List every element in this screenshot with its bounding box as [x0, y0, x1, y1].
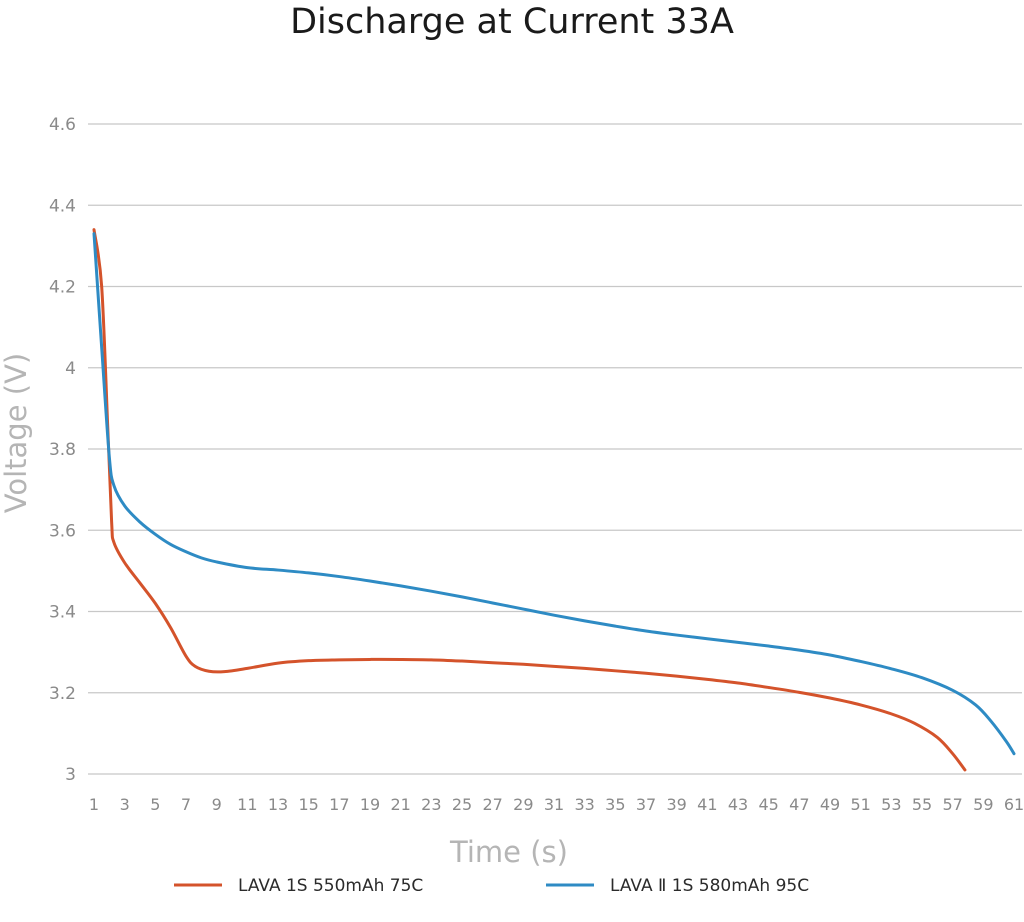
x-tick-label: 3	[120, 795, 130, 814]
x-tick-label: 25	[452, 795, 472, 814]
chart-title: Discharge at Current 33A	[290, 2, 734, 42]
x-tick-label: 31	[544, 795, 564, 814]
y-tick-label: 4	[65, 359, 76, 379]
x-tick-label: 61	[1004, 795, 1024, 814]
x-tick-label: 1	[89, 795, 99, 814]
legend-label-2: LAVA Ⅱ 1S 580mAh 95C	[610, 876, 809, 896]
y-axis-label: Voltage (V)	[0, 353, 33, 513]
y-tick-label: 4.2	[49, 278, 76, 298]
x-tick-label: 37	[636, 795, 656, 814]
x-axis-ticks: 1 3 5 7 9 11 13 15 17 19 21 23 25 27 29 31 33 35 37 39 41 43 4…	[89, 795, 1024, 814]
x-tick-label: 21	[390, 795, 410, 814]
x-tick-label: 23	[421, 795, 441, 814]
legend: LAVA 1S 550mAh 75C LAVA Ⅱ 1S 580mAh 95C	[174, 876, 809, 896]
x-tick-label: 15	[298, 795, 318, 814]
x-tick-label: 9	[212, 795, 222, 814]
x-tick-label: 35	[605, 795, 625, 814]
x-tick-label: 41	[697, 795, 717, 814]
x-tick-label: 51	[850, 795, 870, 814]
x-tick-label: 5	[150, 795, 160, 814]
x-tick-label: 11	[237, 795, 257, 814]
y-tick-label: 3.8	[49, 440, 76, 460]
x-tick-label: 45	[758, 795, 778, 814]
x-tick-label: 57	[942, 795, 962, 814]
x-tick-label: 29	[513, 795, 533, 814]
y-axis-ticks: 3 3.2 3.4 3.6 3.8 4 4.2 4.4 4.6	[49, 115, 76, 785]
x-tick-label: 13	[268, 795, 288, 814]
series-line-2	[92, 232, 1016, 756]
series-lines	[92, 228, 1016, 772]
x-tick-label: 19	[360, 795, 380, 814]
x-axis-label: Time (s)	[449, 835, 568, 869]
x-tick-label: 39	[666, 795, 686, 814]
legend-label-1: LAVA 1S 550mAh 75C	[238, 876, 423, 896]
x-tick-label: 27	[482, 795, 502, 814]
y-tick-label: 3.2	[49, 684, 76, 704]
y-tick-label: 4.6	[49, 115, 76, 135]
y-tick-label: 3.6	[49, 521, 76, 541]
x-tick-label: 53	[881, 795, 901, 814]
y-tick-label: 3	[65, 765, 76, 785]
x-tick-label: 7	[181, 795, 191, 814]
x-tick-label: 33	[574, 795, 594, 814]
x-tick-label: 59	[973, 795, 993, 814]
y-tick-label: 4.4	[49, 196, 76, 216]
x-tick-label: 55	[912, 795, 932, 814]
x-tick-label: 43	[728, 795, 748, 814]
y-tick-label: 3.4	[49, 603, 76, 623]
x-tick-label: 47	[789, 795, 809, 814]
x-tick-label: 49	[820, 795, 840, 814]
x-tick-label: 17	[329, 795, 349, 814]
series-line-1	[92, 228, 967, 772]
grid-lines	[88, 123, 1022, 775]
